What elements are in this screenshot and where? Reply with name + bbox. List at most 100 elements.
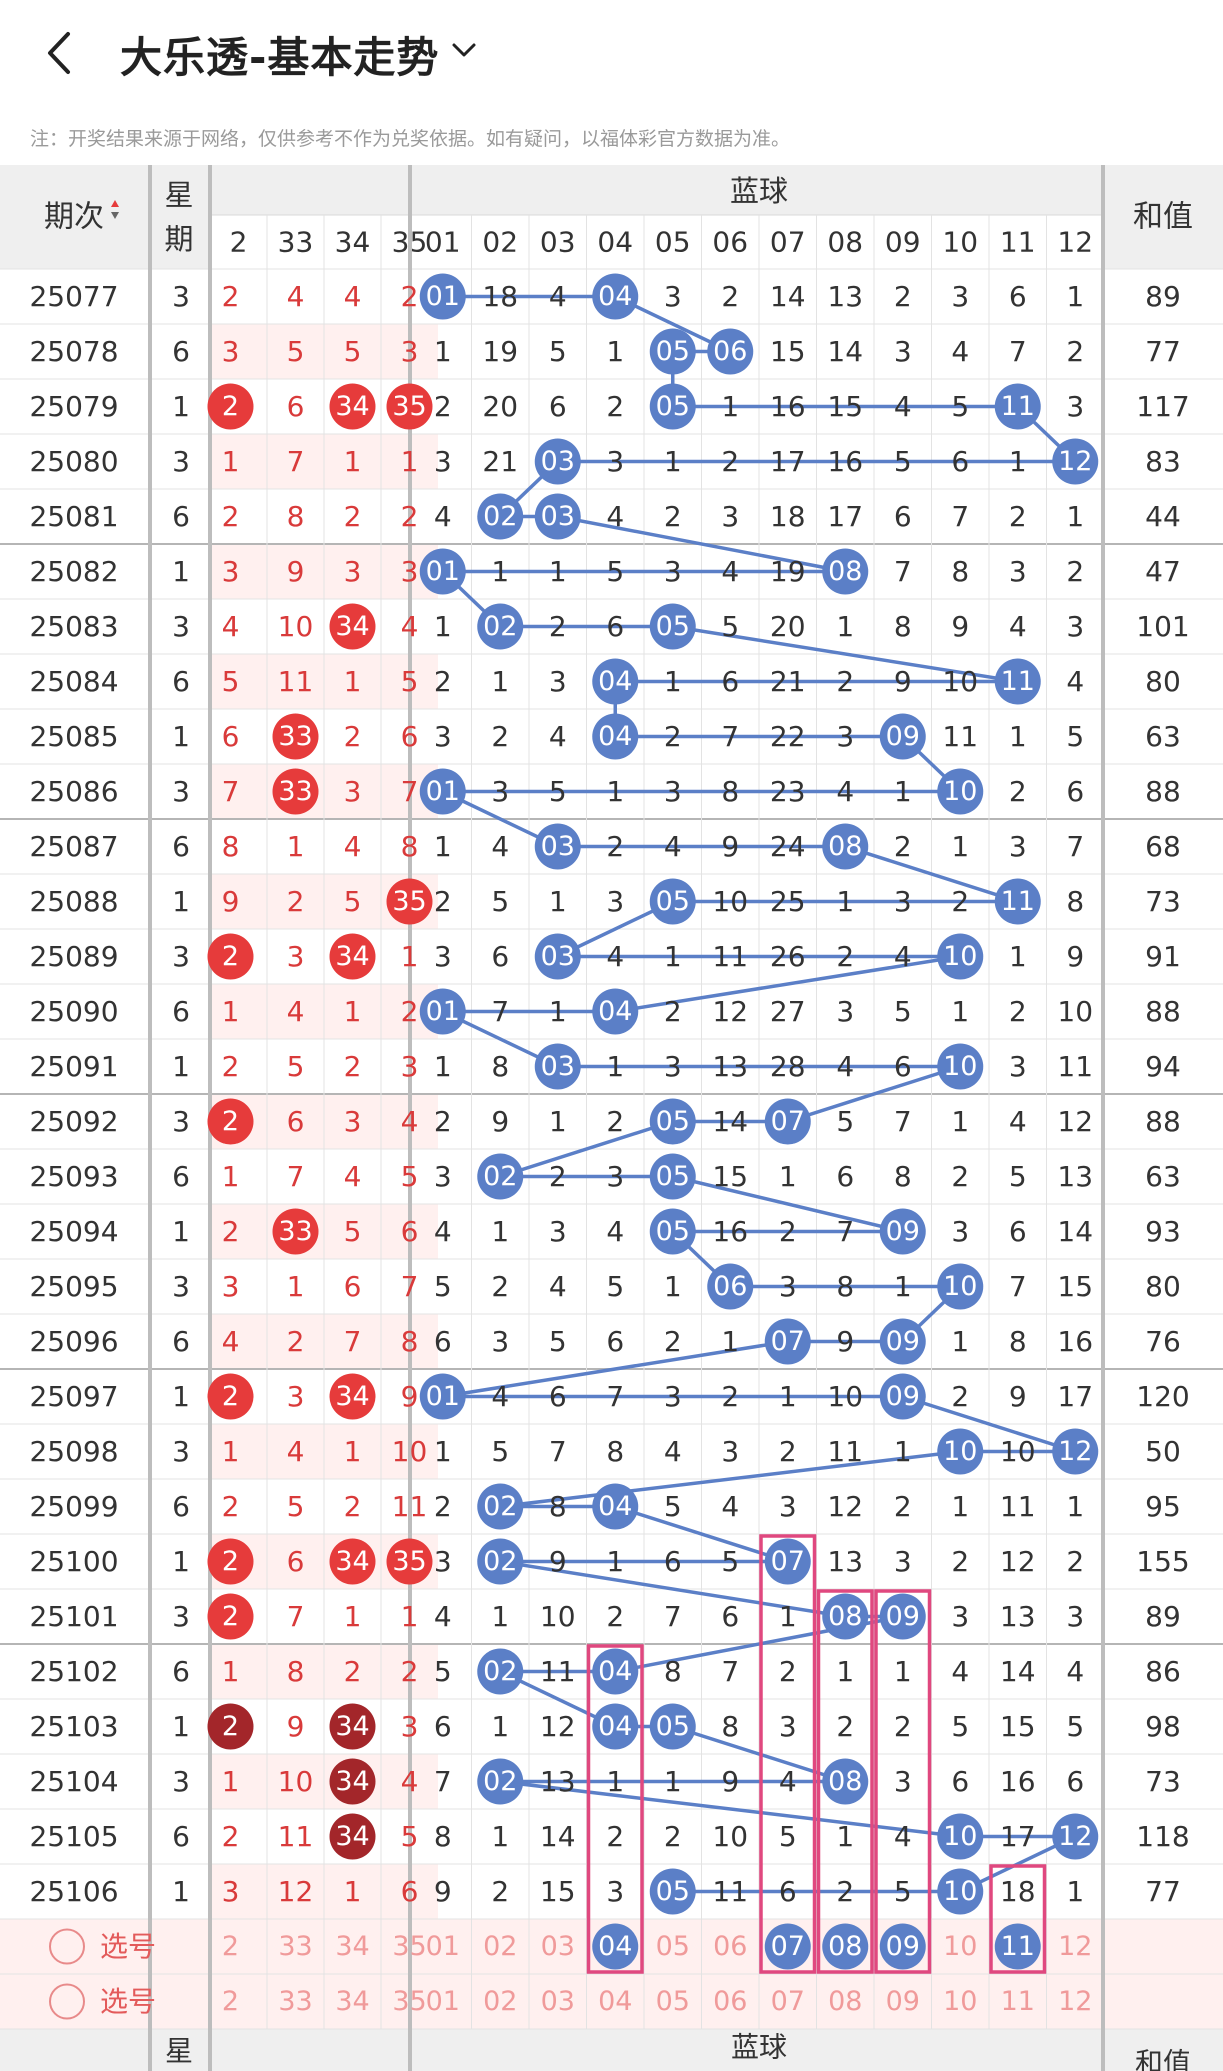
weekday-number: 3 <box>172 940 190 973</box>
blue-ball-number: 11 <box>1001 391 1035 422</box>
selected-blue-ball[interactable] <box>764 1923 811 1970</box>
issue-number: 25105 <box>29 1820 118 1853</box>
blue-ball <box>764 1538 811 1585</box>
select-blue-number[interactable]: 08 <box>828 1986 862 2017</box>
select-blue-number[interactable]: 01 <box>426 1986 460 2017</box>
select-blue-number[interactable]: 02 <box>483 1986 517 2017</box>
blue-miss-value: 2 <box>491 1875 509 1908</box>
select-blue-number[interactable]: 03 <box>541 1931 575 1962</box>
blue-miss-value: 7 <box>1009 335 1027 368</box>
select-radio-icon[interactable] <box>49 1983 85 2020</box>
issue-number: 25077 <box>29 280 118 313</box>
select-blue-number[interactable]: 01 <box>426 1931 460 1962</box>
select-radio-icon[interactable] <box>49 1928 85 1965</box>
select-blue-number[interactable]: 12 <box>1058 1931 1092 1962</box>
select-blue-number[interactable]: 05 <box>656 1931 690 1962</box>
select-blue-number[interactable]: 10 <box>943 1931 977 1962</box>
selected-blue-number[interactable]: 09 <box>886 1931 920 1962</box>
blue-ball-number: 02 <box>483 501 517 532</box>
select-blue-number[interactable]: 06 <box>713 1931 747 1962</box>
red-ball <box>272 713 319 760</box>
blue-miss-value: 3 <box>894 335 912 368</box>
select-front-number[interactable]: 2 <box>222 1986 239 2017</box>
select-blue-number[interactable]: 03 <box>541 1986 575 2017</box>
select-blue-number[interactable]: 06 <box>713 1986 747 2017</box>
blue-miss-value: 2 <box>1066 335 1084 368</box>
blue-miss-value: 2 <box>1009 500 1027 533</box>
blue-miss-value: 3 <box>1009 830 1027 863</box>
sum-value: 80 <box>1145 665 1181 698</box>
chevron-down-icon[interactable] <box>448 36 480 64</box>
select-front-number[interactable]: 35 <box>392 1931 426 1962</box>
front-miss-value: 2 <box>401 280 419 313</box>
front-miss-value: 4 <box>222 1325 240 1358</box>
front-miss-value: 1 <box>344 995 362 1028</box>
red-ball <box>207 1538 254 1585</box>
sum-value: 120 <box>1136 1380 1189 1413</box>
blue-miss-value: 8 <box>1009 1325 1027 1358</box>
select-label: 选号 <box>100 1930 156 1963</box>
front-miss-value: 4 <box>401 1105 419 1138</box>
blue-ball-number: 07 <box>771 1326 805 1357</box>
blue-miss-value: 16 <box>770 390 806 423</box>
col-week-header-bottom: 期 <box>164 222 193 256</box>
blue-ball <box>649 1153 696 1200</box>
blue-miss-value: 3 <box>894 1765 912 1798</box>
blue-miss-value: 9 <box>894 665 912 698</box>
selected-blue-ball[interactable] <box>994 1923 1041 1970</box>
issue-number: 25093 <box>29 1160 118 1193</box>
select-blue-number[interactable]: 12 <box>1058 1986 1092 2017</box>
front-miss-value: 2 <box>401 1655 419 1688</box>
back-arrow-icon[interactable] <box>38 28 82 78</box>
front-miss-value: 6 <box>222 720 240 753</box>
blue-ball-number: 05 <box>656 1876 690 1907</box>
blue-miss-value: 6 <box>721 1600 739 1633</box>
blue-miss-value: 3 <box>1009 1050 1027 1083</box>
blue-miss-value: 2 <box>491 720 509 753</box>
blue-miss-value: 12 <box>540 1710 576 1743</box>
blue-ball <box>707 1263 754 1310</box>
select-blue-number[interactable]: 04 <box>598 1986 632 2017</box>
selected-blue-ball[interactable] <box>879 1923 926 1970</box>
selected-blue-ball[interactable] <box>822 1923 869 1970</box>
front-miss-value: 3 <box>222 335 240 368</box>
select-front-number[interactable]: 33 <box>278 1986 312 2017</box>
select-blue-number[interactable]: 11 <box>1001 1986 1035 2017</box>
selected-blue-number[interactable]: 11 <box>1001 1931 1035 1962</box>
blue-ball <box>534 1043 581 1090</box>
select-blue-number[interactable]: 02 <box>483 1931 517 1962</box>
selected-blue-number[interactable]: 04 <box>598 1931 632 1962</box>
blue-miss-value: 1 <box>894 1270 912 1303</box>
blue-miss-value: 5 <box>549 1325 567 1358</box>
front-miss-value: 7 <box>287 445 305 478</box>
blue-miss-value: 14 <box>540 1820 576 1853</box>
selected-blue-number[interactable]: 07 <box>771 1931 805 1962</box>
select-blue-number[interactable]: 10 <box>943 1986 977 2017</box>
blue-miss-value: 3 <box>434 1160 452 1193</box>
blue-miss-value: 2 <box>1066 555 1084 588</box>
selected-blue-ball[interactable] <box>592 1923 639 1970</box>
sum-value: 91 <box>1145 940 1181 973</box>
blue-ball <box>937 1868 984 1915</box>
select-front-number[interactable]: 35 <box>392 1986 426 2017</box>
blue-miss-value: 4 <box>951 1655 969 1688</box>
front-miss-value: 4 <box>401 610 419 643</box>
weekday-number: 1 <box>172 1710 190 1743</box>
front-miss-value: 6 <box>287 1105 305 1138</box>
blue-miss-value: 2 <box>606 830 624 863</box>
select-front-number[interactable]: 33 <box>278 1931 312 1962</box>
blue-ball <box>937 933 984 980</box>
selected-blue-number[interactable]: 08 <box>828 1931 862 1962</box>
blue-miss-value: 11 <box>942 720 978 753</box>
select-blue-number[interactable]: 05 <box>656 1986 690 2017</box>
weekday-number: 1 <box>172 720 190 753</box>
blue-ball <box>764 1098 811 1145</box>
select-front-number[interactable]: 34 <box>335 1931 369 1962</box>
select-front-number[interactable]: 2 <box>222 1931 239 1962</box>
front-miss-value: 2 <box>344 1050 362 1083</box>
select-blue-number[interactable]: 07 <box>771 1986 805 2017</box>
select-blue-number[interactable]: 09 <box>886 1986 920 2017</box>
select-front-number[interactable]: 34 <box>335 1986 369 2017</box>
front-miss-value: 5 <box>401 1820 419 1853</box>
blue-miss-value: 2 <box>721 445 739 478</box>
